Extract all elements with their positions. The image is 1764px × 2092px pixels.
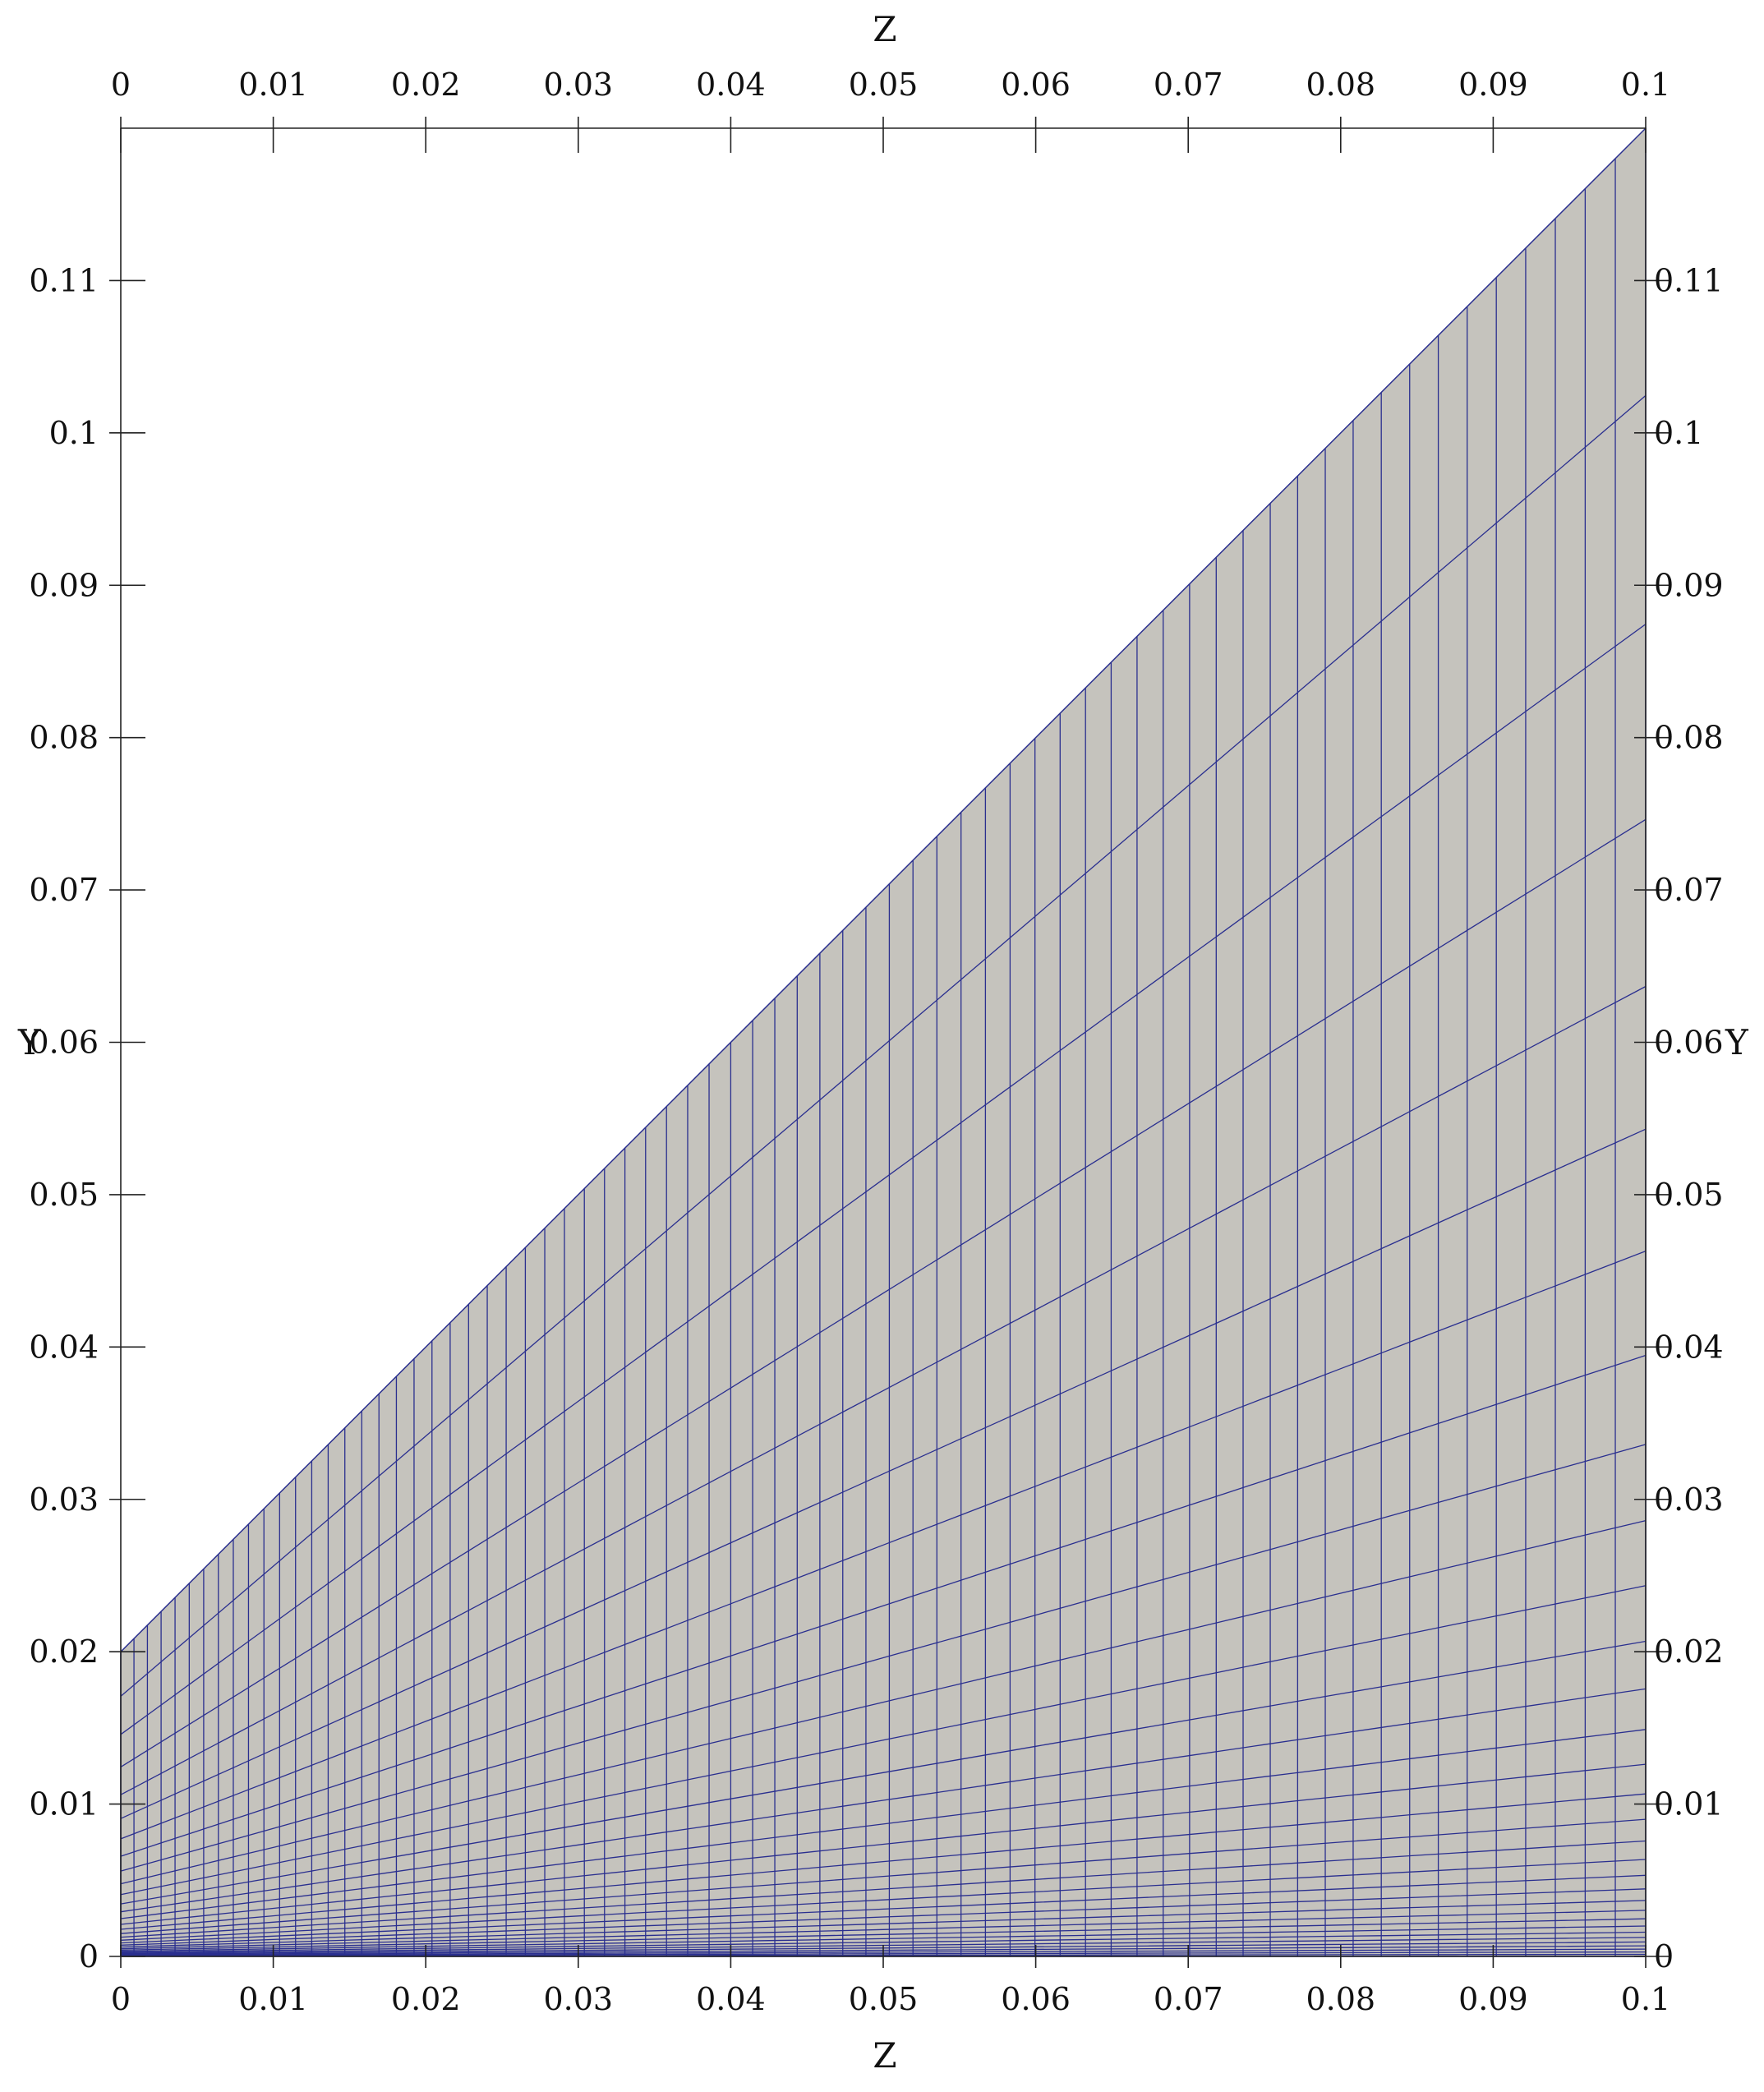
left-y-tick-label: 0.03 (29, 1481, 99, 1518)
left-axis-title: Y (17, 1022, 42, 1062)
bottom-x-tick-label: 0.1 (1621, 1981, 1670, 2017)
right-y-tick-label: 0.03 (1654, 1481, 1724, 1518)
mesh-row-line (120, 624, 1647, 1735)
mesh-row-line (120, 1910, 1647, 1950)
mesh-row-line (120, 1354, 1647, 1857)
mesh-domain (120, 127, 1647, 1957)
top-x-tick-label: 0 (111, 67, 131, 103)
bottom-x-tick-label: 0.04 (696, 1981, 766, 2017)
bottom-x-tick-label: 0.09 (1458, 1981, 1528, 2017)
right-y-tick-label: 0.04 (1654, 1329, 1724, 1365)
bottom-x-tick-label: 0.05 (849, 1981, 919, 2017)
top-x-tick-label: 0.04 (696, 67, 766, 103)
left-y-tick-label: 0.1 (49, 415, 99, 451)
bottom-x-tick-label: 0.06 (1001, 1981, 1071, 2017)
bottom-x-tick-label: 0.08 (1306, 1981, 1375, 2017)
mesh-row-line (120, 985, 1647, 1795)
mesh-row-line (120, 1925, 1647, 1952)
top-x-tick-label: 0.06 (1001, 67, 1071, 103)
bottom-x-tick-label: 0.03 (543, 1981, 613, 2017)
right-axis-title: Y (1725, 1022, 1749, 1062)
bottom-x-tick-label: 0.01 (238, 1981, 308, 2017)
left-y-tick-label: 0.05 (29, 1177, 99, 1213)
top-x-tick-label: 0.09 (1458, 67, 1528, 103)
left-y-tick-label: 0 (79, 1938, 99, 1974)
top-axis-title: Z (873, 9, 896, 49)
top-x-tick-label: 0.1 (1621, 67, 1670, 103)
mesh-row-line (120, 1128, 1647, 1819)
top-x-tick-labels: 0 0.01 0.02 0.03 0.04 0.05 0.06 0.07 0.08 0.09 0.1 (111, 67, 1670, 103)
mesh-row-line (120, 394, 1647, 1697)
mesh-row-line (120, 1888, 1647, 1946)
right-y-tick-label: 0.02 (1654, 1634, 1724, 1670)
top-x-tick-label: 0.02 (391, 67, 461, 103)
right-y-tick-label: 0.1 (1654, 415, 1703, 451)
left-y-tick-label: 0.02 (29, 1634, 99, 1670)
top-x-tick-label: 0.03 (543, 67, 613, 103)
mesh-row-line (120, 1444, 1647, 1872)
left-y-tick-label: 0.08 (29, 720, 99, 756)
bottom-x-tick-label: 0 (111, 1981, 131, 2017)
right-y-tick-labels: 0 0.01 0.02 0.03 0.04 0.05 0.06 0.07 0.08 0.09 0.1… (1654, 262, 1724, 1974)
bottom-x-tick-label: 0.07 (1154, 1981, 1223, 2017)
top-x-tick-label: 0.07 (1154, 67, 1223, 103)
mesh-row-line (120, 1585, 1647, 1896)
right-y-tick-label: 0.06 (1654, 1025, 1724, 1061)
mesh-row-line (120, 1688, 1647, 1913)
left-y-tick-label: 0.11 (29, 262, 99, 298)
axis-frame (109, 117, 1670, 1968)
top-x-tick-label: 0.08 (1306, 67, 1375, 103)
right-y-tick-label: 0.05 (1654, 1177, 1724, 1213)
left-y-tick-label: 0.01 (29, 1786, 99, 1822)
left-y-tick-label: 0.04 (29, 1329, 99, 1365)
top-x-tick-label: 0.05 (849, 67, 919, 103)
right-y-tick-label: 0.11 (1654, 262, 1724, 298)
mesh-row-line (120, 1519, 1647, 1885)
right-y-tick-label: 0.09 (1654, 567, 1724, 603)
right-y-tick-label: 0.01 (1654, 1786, 1724, 1822)
left-y-tick-labels: 0 0.01 0.02 0.03 0.04 0.05 0.06 0.07 0.08 0.09 0.1… (29, 262, 99, 1974)
mesh-row-line (120, 1793, 1647, 1930)
mesh-row-line (120, 1763, 1647, 1925)
mesh-row-line (120, 1250, 1647, 1840)
bottom-axis-title: Z (873, 2035, 896, 2076)
right-y-tick-label: 0 (1654, 1938, 1674, 1974)
mesh-layer (120, 127, 1647, 1957)
mesh-row-line (120, 1729, 1647, 1919)
bottom-x-tick-labels: 0 0.01 0.02 0.03 0.04 0.05 0.06 0.07 0.08 0.09 0.1 (111, 1981, 1670, 2017)
mesh-row-line (120, 1859, 1647, 1941)
left-y-tick-label: 0.07 (29, 872, 99, 908)
left-y-tick-label: 0.06 (29, 1025, 99, 1061)
mesh-row-line (120, 1931, 1647, 1953)
top-x-tick-label: 0.01 (238, 67, 308, 103)
mesh-row-line (120, 1840, 1647, 1938)
left-y-tick-label: 0.09 (29, 567, 99, 603)
right-y-tick-label: 0.07 (1654, 872, 1724, 908)
mesh-row-line (120, 1818, 1647, 1934)
right-y-tick-label: 0.08 (1654, 720, 1724, 756)
bottom-x-tick-label: 0.02 (391, 1981, 461, 2017)
mesh-row-line (120, 1918, 1647, 1951)
mesh-row-line (120, 818, 1647, 1767)
mesh-row-line (120, 1900, 1647, 1948)
mesh-row-line (120, 1640, 1647, 1905)
mesh-row-line (120, 1874, 1647, 1944)
